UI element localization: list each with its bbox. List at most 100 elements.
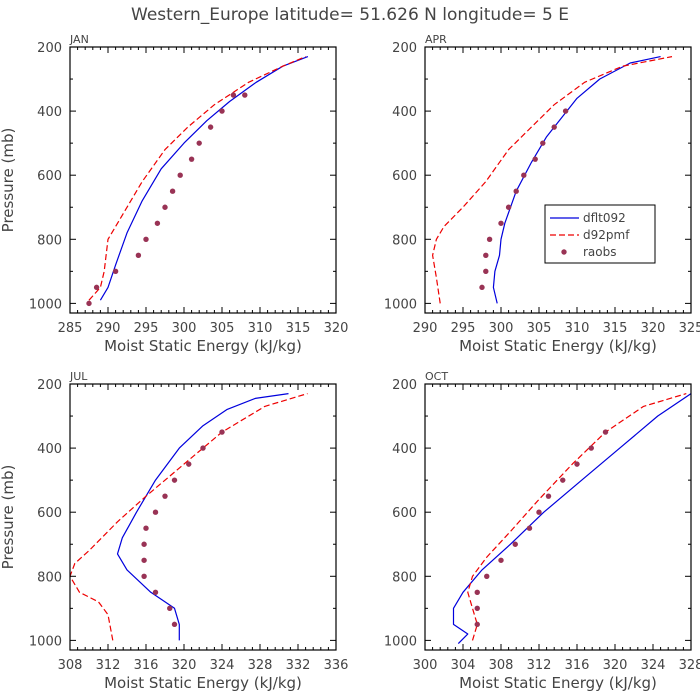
dflt092-line xyxy=(492,56,661,304)
raobs-point xyxy=(135,252,142,259)
raobs-point xyxy=(513,188,519,194)
y-tick-label: 600 xyxy=(37,506,62,521)
x-tick-label: 310 xyxy=(565,321,590,336)
raobs-point xyxy=(141,573,147,579)
y-tick-label: 800 xyxy=(392,233,417,248)
x-tick-label: 315 xyxy=(603,321,628,336)
raobs-point xyxy=(171,477,178,483)
raobs-point xyxy=(196,140,202,146)
raobs-point xyxy=(162,204,168,210)
plot-frame xyxy=(424,383,692,651)
legend: dflt092 d92pmf raobs xyxy=(544,204,656,264)
raobs-point xyxy=(551,124,557,130)
raobs-point xyxy=(167,605,173,612)
x-tick-label: 305 xyxy=(527,321,552,336)
raobs-point xyxy=(93,284,100,291)
plot-area xyxy=(432,56,673,304)
figure-title: Western_Europe latitude= 51.626 N longit… xyxy=(131,5,569,25)
raobs-point xyxy=(532,156,538,162)
y-tick-label: 600 xyxy=(392,169,417,184)
x-axis-label: Moist Static Energy (kJ/kg) xyxy=(459,337,657,355)
panel-title: APR xyxy=(425,33,447,46)
x-axis-label: Moist Static Energy (kJ/kg) xyxy=(459,674,657,692)
x-tick-label: 295 xyxy=(451,321,476,336)
raobs-point xyxy=(219,429,225,435)
x-tick-label: 328 xyxy=(679,658,700,673)
panel-oct: OCT 300 304 308 312 316 320 324 328 200 400 600 800 1… xyxy=(384,370,700,692)
plot-area xyxy=(86,56,309,307)
x-tick-label: 312 xyxy=(527,658,552,673)
raobs-point xyxy=(483,268,489,275)
raobs-point xyxy=(186,461,192,467)
x-tick-label: 295 xyxy=(134,321,159,336)
x-tick-label: 290 xyxy=(413,321,438,336)
raobs-point xyxy=(162,493,168,499)
d92pmf-line xyxy=(70,393,308,641)
raobs-point xyxy=(483,252,489,259)
x-tick-label: 290 xyxy=(96,321,121,336)
raobs-point xyxy=(143,236,149,242)
y-tick-label: 1000 xyxy=(384,634,417,649)
x-tick-label: 320 xyxy=(172,658,197,673)
x-tick-label: 312 xyxy=(96,658,121,673)
panel-title: JUL xyxy=(69,370,88,383)
raobs-point xyxy=(141,541,147,547)
x-tick-label: 336 xyxy=(324,658,349,673)
raobs-point xyxy=(474,621,480,628)
raobs-point xyxy=(219,108,225,114)
raobs-point xyxy=(112,268,119,275)
y-tick-label: 1000 xyxy=(384,297,417,312)
x-tick-label: 325 xyxy=(679,321,700,336)
d92pmf-line xyxy=(432,56,673,304)
legend-label: dflt092 xyxy=(583,211,626,225)
raobs-point xyxy=(171,621,178,628)
x-tick-label: 305 xyxy=(210,321,235,336)
x-tick-label: 316 xyxy=(134,658,159,673)
y-tick-label: 600 xyxy=(37,169,62,184)
x-tick-label: 304 xyxy=(451,658,476,673)
x-tick-label: 320 xyxy=(603,658,628,673)
plot-area xyxy=(452,393,691,645)
raobs-point xyxy=(526,525,533,531)
raobs-point xyxy=(602,429,609,435)
d92pmf-line xyxy=(88,56,306,301)
legend-marker xyxy=(561,249,567,255)
raobs-point xyxy=(86,300,92,307)
x-tick-label: 320 xyxy=(641,321,666,336)
y-tick-label: 200 xyxy=(37,41,62,56)
x-tick-label: 310 xyxy=(248,321,273,336)
raobs-point xyxy=(484,573,490,579)
x-tick-label: 300 xyxy=(172,321,197,336)
raobs-point xyxy=(143,525,149,531)
raobs-point xyxy=(545,493,552,499)
raobs-point xyxy=(562,108,569,114)
raobs-point xyxy=(574,461,580,467)
x-tick-label: 300 xyxy=(489,321,514,336)
dflt092-line xyxy=(99,56,309,301)
y-tick-label: 600 xyxy=(392,506,417,521)
panel-jul: JUL 308 312 316 320 324 328 332 336 200 400 600 800 1… xyxy=(0,370,348,692)
plot-frame xyxy=(69,383,337,651)
plot-area xyxy=(70,393,308,641)
y-tick-label: 400 xyxy=(392,442,417,457)
plot-frame xyxy=(424,46,692,314)
raobs-point xyxy=(479,284,485,291)
x-tick-label: 315 xyxy=(286,321,311,336)
legend-label: d92pmf xyxy=(583,228,630,242)
raobs-point xyxy=(169,188,176,194)
panel-title: OCT xyxy=(425,370,448,383)
panel-apr: APR 290 295 300 305 310 315 320 325 200 400 600 800 1… xyxy=(384,33,700,355)
raobs-point xyxy=(505,204,512,210)
y-tick-label: 1000 xyxy=(29,634,62,649)
x-tick-label: 320 xyxy=(324,321,349,336)
y-tick-label: 400 xyxy=(37,442,62,457)
raobs-point xyxy=(177,172,183,178)
dflt092-line xyxy=(452,393,691,645)
raobs-point xyxy=(200,445,206,451)
panel-title: JAN xyxy=(69,33,89,46)
dflt092-line xyxy=(116,393,289,641)
plot-frame xyxy=(69,46,337,314)
y-tick-label: 200 xyxy=(392,41,417,56)
x-tick-label: 285 xyxy=(58,321,83,336)
